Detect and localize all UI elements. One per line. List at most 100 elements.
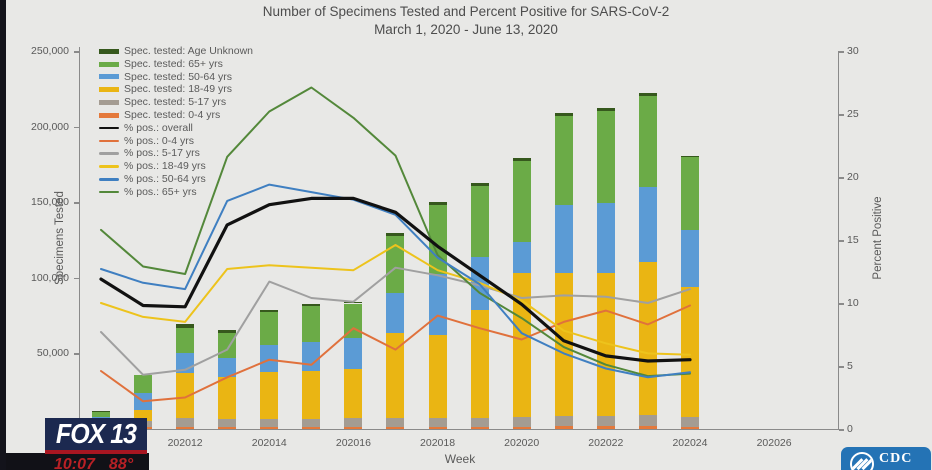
bar-202013-spec-tested-0-4-yrs xyxy=(218,427,237,429)
bar-202012-spec-tested-age-unknown xyxy=(176,323,195,328)
x-tick-label: 202016 xyxy=(335,437,371,449)
cdc-circle-icon xyxy=(850,452,874,470)
bar-202023-spec-tested-5-17-yrs xyxy=(638,414,657,426)
legend-item-pos-18-49: % pos.: 18-49 yrs xyxy=(99,160,253,173)
y-tick-label-right: 5 xyxy=(847,360,853,372)
legend-label-pos-5-17: % pos.: 5-17 yrs xyxy=(124,147,200,160)
y-tick-label-right: 25 xyxy=(847,108,859,120)
bar-202013-spec-tested-age-unknown xyxy=(218,329,237,333)
legend-label-50-64: Spec. tested: 50-64 yrs xyxy=(124,70,232,83)
bar-202012-spec-tested-18-49-yrs xyxy=(176,372,195,418)
cdc-logo: CDC xyxy=(841,447,931,470)
bar-202014-spec-tested-18-49-yrs xyxy=(260,371,279,419)
legend-label-0-4: Spec. tested: 0-4 yrs xyxy=(124,108,221,121)
bar-202015-spec-tested-18-49-yrs xyxy=(302,370,321,420)
bar-202014-spec-tested-0-4-yrs xyxy=(260,427,279,429)
bar-202011-spec-tested-65+-yrs xyxy=(134,374,153,393)
bar-202012-spec-tested-5-17-yrs xyxy=(176,417,195,428)
bar-202020-spec-tested-age-unknown xyxy=(512,157,531,161)
bar-202021-spec-tested-age-unknown xyxy=(554,112,573,116)
legend-item-unknown: Spec. tested: Age Unknown xyxy=(99,45,253,58)
bar-202014-spec-tested-5-17-yrs xyxy=(260,419,279,428)
bar-202018-spec-tested-age-unknown xyxy=(428,201,447,205)
y-tick-right xyxy=(839,366,844,368)
bar-202015-spec-tested-age-unknown xyxy=(302,304,321,306)
x-tick-label: 202024 xyxy=(672,437,708,449)
legend-item-50-64: Spec. tested: 50-64 yrs xyxy=(99,71,253,84)
legend-swatch-pos-overall xyxy=(99,126,119,130)
y-axis-label-right: Percent Positive xyxy=(872,196,884,280)
bar-202023-spec-tested-0-4-yrs xyxy=(638,425,657,429)
bar-202018-spec-tested-18-49-yrs xyxy=(428,334,447,418)
legend-label-pos-50-64: % pos.: 50-64 yrs xyxy=(124,172,206,185)
y-tick-label-right: 30 xyxy=(847,45,859,57)
legend-label-pos-65plus: % pos.: 65+ yrs xyxy=(124,185,197,198)
bar-202023-spec-tested-65+-yrs xyxy=(638,95,657,187)
bar-202020-spec-tested-0-4-yrs xyxy=(512,427,531,429)
y-tick-left xyxy=(74,277,79,280)
y-tick-label-left: 50,000 xyxy=(36,347,69,360)
bar-202017-spec-tested-18-49-yrs xyxy=(386,332,405,418)
bar-202019-spec-tested-18-49-yrs xyxy=(470,309,489,418)
y-tick-label-left: 250,000 xyxy=(31,45,69,57)
y-tick-right xyxy=(839,303,844,305)
bar-202021-spec-tested-50-64-yrs xyxy=(554,204,573,273)
legend-swatch-pos-0-4 xyxy=(99,139,119,143)
bar-202017-spec-tested-65+-yrs xyxy=(386,235,405,293)
bar-202019-spec-tested-65+-yrs xyxy=(470,185,489,257)
bar-202011-spec-tested-18-49-yrs xyxy=(134,409,153,421)
clock-time: 10:07 xyxy=(54,456,95,470)
legend-item-pos-50-64: % pos.: 50-64 yrs xyxy=(99,173,253,186)
y-tick-label-left: 200,000 xyxy=(31,120,69,133)
y-tick-label-right: 15 xyxy=(847,234,859,246)
bar-202014-spec-tested-65+-yrs xyxy=(260,311,279,345)
legend-label-pos-18-49: % pos.: 18-49 yrs xyxy=(124,160,206,173)
bar-202010-spec-tested-age-unknown xyxy=(92,411,110,413)
bar-202020-spec-tested-50-64-yrs xyxy=(512,241,531,273)
bar-202013-spec-tested-5-17-yrs xyxy=(218,419,237,428)
x-tick-label: 202022 xyxy=(588,437,624,449)
legend-item-pos-overall: % pos.: overall xyxy=(99,122,253,135)
legend-swatch-pos-5-17 xyxy=(99,152,119,156)
y-axis-line-right xyxy=(838,51,839,429)
bar-202014-spec-tested-age-unknown xyxy=(260,310,279,312)
legend-swatch-50-64 xyxy=(99,74,119,80)
legend-item-18-49: Spec. tested: 18-49 yrs xyxy=(99,83,253,96)
legend-item-0-4: Spec. tested: 0-4 yrs xyxy=(99,109,253,122)
lower-third-dark-panel xyxy=(0,453,149,470)
legend-swatch-pos-65plus xyxy=(99,190,119,194)
bar-202016-spec-tested-age-unknown xyxy=(344,301,363,304)
bar-202024-spec-tested-50-64-yrs xyxy=(680,229,699,287)
legend-item-65plus: Spec. tested: 65+ yrs xyxy=(99,58,253,71)
legend-label-unknown: Spec. tested: Age Unknown xyxy=(124,45,253,57)
bar-202015-spec-tested-5-17-yrs xyxy=(302,419,321,428)
bar-202021-spec-tested-18-49-yrs xyxy=(554,272,573,416)
x-tick-label: 202014 xyxy=(251,437,287,449)
bar-202023-spec-tested-age-unknown xyxy=(638,92,657,96)
legend-item-pos-5-17: % pos.: 5-17 yrs xyxy=(99,147,253,160)
bar-202011-spec-tested-50-64-yrs xyxy=(134,392,153,410)
bar-202023-spec-tested-50-64-yrs xyxy=(638,186,657,262)
bar-202017-spec-tested-5-17-yrs xyxy=(386,417,405,428)
y-tick-label-right: 0 xyxy=(847,423,853,435)
y-tick-label-right: 20 xyxy=(847,171,859,183)
legend: Spec. tested: Age Unknown Spec. tested: 6… xyxy=(99,45,253,199)
y-axis-label-left: Specimens Tested xyxy=(54,191,66,285)
y-tick-right xyxy=(839,429,844,431)
bar-202019-spec-tested-5-17-yrs xyxy=(470,417,489,428)
legend-swatch-pos-50-64 xyxy=(99,178,119,181)
legend-label-5-17: Spec. tested: 5-17 yrs xyxy=(124,96,227,109)
y-tick-right xyxy=(839,240,844,242)
bar-202018-spec-tested-0-4-yrs xyxy=(428,427,447,429)
legend-label-18-49: Spec. tested: 18-49 yrs xyxy=(124,83,232,96)
bar-202012-spec-tested-65+-yrs xyxy=(176,327,195,353)
bar-202024-spec-tested-18-49-yrs xyxy=(680,286,699,418)
x-tick-label: 202012 xyxy=(167,437,203,449)
y-tick-left xyxy=(74,353,79,355)
bar-202024-spec-tested-age-unknown xyxy=(680,155,699,157)
y-tick-right xyxy=(839,114,844,116)
bar-202020-spec-tested-18-49-yrs xyxy=(512,272,531,418)
chart-title: Number of Specimens Tested and Percent P… xyxy=(262,4,670,19)
left-edge-strip xyxy=(0,0,6,470)
bar-202020-spec-tested-5-17-yrs xyxy=(512,417,531,428)
